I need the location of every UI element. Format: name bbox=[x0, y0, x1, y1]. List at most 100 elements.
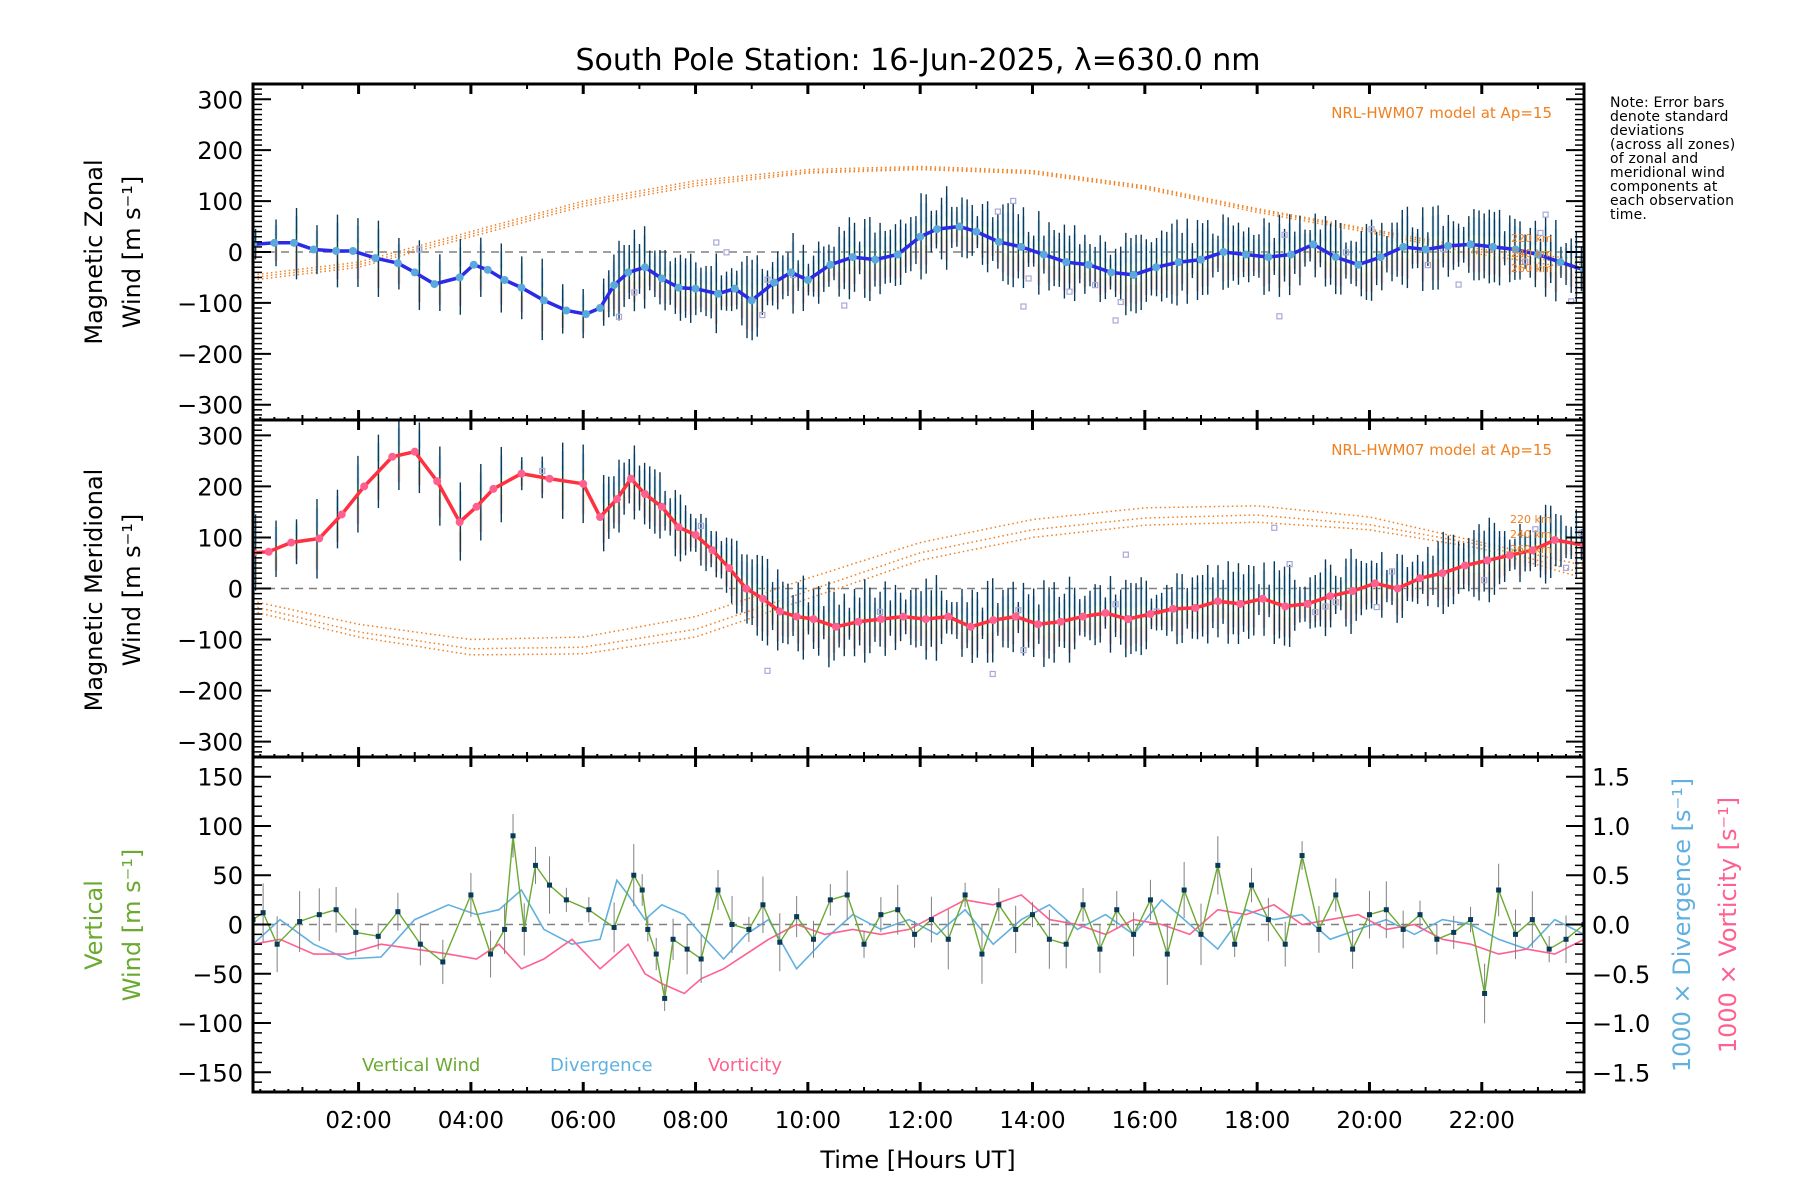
mean-wind-point bbox=[626, 474, 635, 483]
zonal-wind-panel: −300 −200 −100 0 100 200 300 bbox=[177, 82, 1586, 422]
vertical-wind-point bbox=[333, 907, 339, 913]
y-tick-label: −100 bbox=[177, 290, 243, 318]
mean-wind-point bbox=[1399, 242, 1408, 251]
mean-wind-point bbox=[1168, 604, 1177, 613]
mean-wind-point bbox=[1174, 258, 1183, 267]
vertical-wind-point bbox=[810, 936, 816, 942]
vertical-wind-point bbox=[316, 912, 322, 918]
mean-wind-point bbox=[893, 250, 902, 259]
mean-wind-point bbox=[787, 268, 796, 277]
mean-wind-point bbox=[472, 502, 481, 511]
mean-wind-line bbox=[253, 449, 1584, 629]
model-curve-km bbox=[253, 514, 1584, 650]
mean-wind-point bbox=[966, 622, 975, 631]
mean-wind-point bbox=[758, 594, 767, 603]
vertical-wind-point bbox=[510, 833, 516, 839]
vertical-wind-point bbox=[631, 872, 637, 878]
zone-point bbox=[1276, 313, 1283, 320]
mean-wind-point bbox=[1123, 615, 1132, 624]
mean-wind-point bbox=[289, 238, 298, 247]
mean-wind-point bbox=[1483, 556, 1492, 565]
right-axis-tick-label: −1.5 bbox=[1592, 1059, 1650, 1087]
meridional-wind-panel: −300 −200 −100 0 100 200 300 bbox=[177, 418, 1586, 759]
vertical-wind-point bbox=[1434, 936, 1440, 942]
vertical-wind-panel: −1.5 −1.0 −0.5 0.0 0.5 1.0 1.5 02:00 04:00 06:00 0… bbox=[177, 755, 1650, 1134]
vertical-wind-point bbox=[1131, 931, 1137, 937]
mean-wind-point bbox=[1152, 263, 1161, 272]
vertical-ylabel-line2: Wind [m s⁻¹] bbox=[118, 849, 146, 1001]
vertical-wind-point bbox=[670, 936, 676, 942]
legend-vorticity: Vorticity bbox=[708, 1055, 782, 1076]
vertical-wind-point bbox=[1114, 907, 1120, 913]
mean-wind-point bbox=[1556, 258, 1565, 267]
mean-wind-point bbox=[489, 484, 498, 493]
x-tick-label: 08:00 bbox=[662, 1108, 728, 1134]
mean-wind-point bbox=[899, 612, 908, 621]
zone-point bbox=[877, 608, 884, 615]
mean-wind-point bbox=[1264, 253, 1273, 262]
model-curve-km bbox=[253, 165, 1584, 276]
right-axis-tick-label: −1.0 bbox=[1592, 1010, 1650, 1038]
y-tick-label: 100 bbox=[197, 813, 243, 841]
y-tick-label: 100 bbox=[197, 188, 243, 216]
mean-wind-point bbox=[989, 616, 998, 625]
mean-wind-point bbox=[657, 274, 666, 283]
error-bar-note: Note: Error bars denote standard deviati… bbox=[1610, 95, 1736, 223]
zone-point bbox=[723, 249, 730, 256]
vertical-wind-point bbox=[1333, 892, 1339, 898]
vorticity-ylabel: 1000 × Vorticity [s⁻¹] bbox=[1714, 797, 1742, 1053]
vertical-wind-point bbox=[1496, 887, 1502, 893]
mean-wind-point bbox=[1393, 584, 1402, 593]
vertical-wind-point bbox=[395, 909, 401, 915]
mean-wind-point bbox=[287, 538, 296, 547]
vertical-wind-point bbox=[1030, 912, 1036, 918]
zone-point bbox=[631, 289, 638, 296]
meridional-alt-label-240: 240 km bbox=[1510, 528, 1552, 541]
zone-point bbox=[1342, 249, 1350, 256]
mean-wind-point bbox=[640, 490, 649, 499]
mean-wind-point bbox=[517, 283, 526, 292]
vertical-wind-point bbox=[1215, 862, 1221, 868]
mean-wind-point bbox=[1191, 603, 1200, 612]
mean-wind-point bbox=[270, 238, 279, 247]
mean-wind-point bbox=[1258, 594, 1267, 603]
mean-wind-point bbox=[1421, 245, 1430, 254]
mean-wind-point bbox=[348, 246, 357, 255]
vertical-wind-point bbox=[1198, 931, 1204, 937]
vertical-wind-point bbox=[611, 924, 617, 930]
zone-point bbox=[759, 311, 766, 319]
mean-wind-point bbox=[612, 495, 621, 504]
zone-point bbox=[1522, 258, 1529, 265]
x-tick-label: 22:00 bbox=[1449, 1108, 1515, 1134]
right-axis-tick-label: 0.0 bbox=[1592, 912, 1630, 940]
vertical-wind-point bbox=[878, 912, 884, 918]
mean-wind-point bbox=[469, 260, 478, 269]
vertical-wind-point bbox=[1451, 929, 1457, 935]
mean-wind-point bbox=[691, 284, 700, 293]
zonal-ylabel-line1: Magnetic Zonal bbox=[80, 159, 108, 344]
zone-point bbox=[1286, 561, 1293, 568]
vertical-wind-point bbox=[417, 941, 423, 947]
meridional-alt-label-260: 260 km bbox=[1510, 543, 1552, 556]
vertical-wind-point bbox=[1468, 917, 1474, 923]
mean-wind-point bbox=[1107, 268, 1116, 277]
mean-wind-point bbox=[500, 276, 509, 284]
mean-wind-point bbox=[1101, 609, 1110, 618]
y-tick-label: −300 bbox=[177, 392, 243, 420]
mean-wind-point bbox=[944, 612, 953, 621]
y-tick-label: 200 bbox=[197, 473, 243, 501]
vertical-wind-point bbox=[521, 926, 527, 932]
zone-point bbox=[1312, 608, 1319, 616]
mean-wind-point bbox=[826, 260, 835, 269]
model-curve-km bbox=[253, 168, 1584, 281]
vertical-wind-point bbox=[260, 910, 266, 916]
mean-wind-point bbox=[1303, 599, 1312, 608]
mean-wind-point bbox=[309, 245, 318, 254]
vertical-wind-point bbox=[502, 926, 508, 932]
mean-wind-point bbox=[582, 310, 591, 319]
vertical-ylabel-line1: Vertical bbox=[80, 880, 108, 970]
meridional-ylabel-line2: Wind [m s⁻¹] bbox=[118, 514, 146, 666]
right-axis-tick-label: 1.5 bbox=[1592, 764, 1630, 792]
x-tick-label: 02:00 bbox=[325, 1108, 391, 1134]
mean-wind-point bbox=[483, 265, 492, 274]
